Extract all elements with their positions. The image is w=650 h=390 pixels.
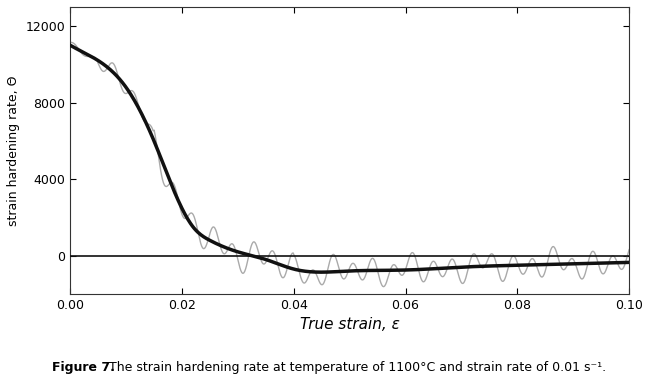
Text: The strain hardening rate at temperature of 1100°C and strain rate of 0.01 s⁻¹.: The strain hardening rate at temperature… <box>105 362 606 374</box>
X-axis label: True strain, ε: True strain, ε <box>300 317 400 332</box>
Y-axis label: strain hardening rate, Θ: strain hardening rate, Θ <box>7 75 20 226</box>
Text: Figure 7.: Figure 7. <box>52 362 115 374</box>
